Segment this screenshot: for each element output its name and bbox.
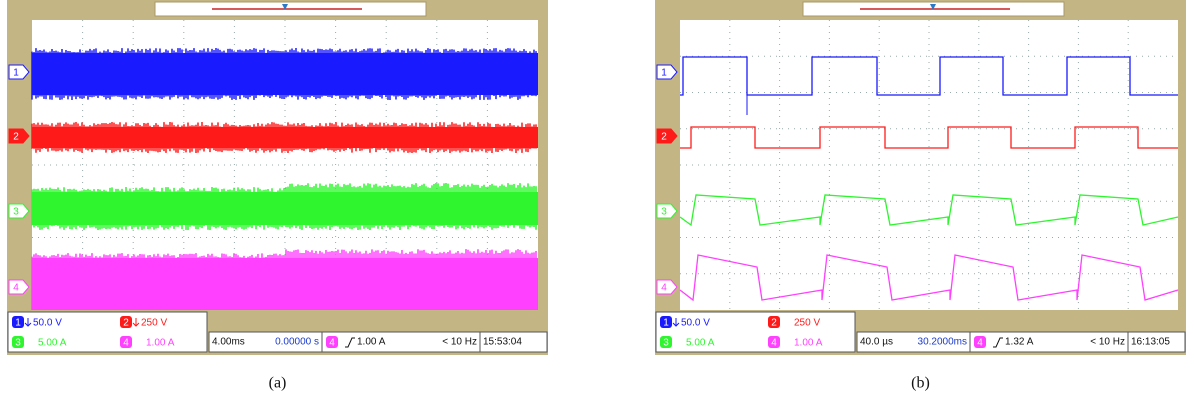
figure: 1 2 3 4 1 50.0 V 2 250 V 3 5.00 A 4 1.00 A 4.00ms 0.0… <box>0 0 1194 403</box>
channel-chip-label: 4 <box>123 338 129 349</box>
timebase: 40.0 µs <box>860 337 893 348</box>
channel-scale: 5.00 A <box>686 338 715 349</box>
frequency: < 10 Hz <box>442 337 477 348</box>
channel-chip-label: 2 <box>123 318 129 329</box>
caption: (b) <box>911 375 930 392</box>
channel-scale: 250 V <box>794 318 820 329</box>
channel-marker-label: 2 <box>661 132 667 143</box>
channel-chip-label: 1 <box>663 318 669 329</box>
signal-noise <box>32 48 536 100</box>
clock: 16:13:05 <box>1131 337 1170 348</box>
channel-chip-label: 2 <box>771 318 777 329</box>
timebase: 4.00ms <box>212 337 245 348</box>
signal-noise <box>32 122 536 153</box>
channel-marker-label: 2 <box>13 132 19 143</box>
delay: 0.00000 s <box>275 337 319 348</box>
trigger-level: 1.00 A <box>357 337 386 348</box>
channel-chip-label: 4 <box>771 338 777 349</box>
trigger-channel: 4 <box>977 338 983 349</box>
channel-scale: 5.00 A <box>38 338 67 349</box>
channel-chip-label: 1 <box>15 318 21 329</box>
channel-marker-label: 1 <box>661 68 667 79</box>
signal-noise <box>32 249 536 310</box>
channel-scale: 250 V <box>141 318 167 329</box>
caption: (a) <box>269 375 287 392</box>
channel-marker-label: 4 <box>13 283 19 294</box>
trigger-channel: 4 <box>329 338 335 349</box>
delay: 30.2000ms <box>918 337 967 348</box>
trigger-level: 1.32 A <box>1005 337 1034 348</box>
frequency: < 10 Hz <box>1090 337 1125 348</box>
channel-marker-label: 4 <box>661 283 667 294</box>
channel-scale: 1.00 A <box>146 338 175 349</box>
channel-marker-label: 1 <box>13 68 19 79</box>
clock: 15:53:04 <box>483 337 522 348</box>
channel-marker-label: 3 <box>661 207 667 218</box>
channel-scale: 50.0 V <box>33 318 62 329</box>
channel-chip-label: 3 <box>15 338 21 349</box>
channel-scale: 50.0 V <box>681 318 710 329</box>
channel-scale: 1.00 A <box>794 338 823 349</box>
channel-marker-label: 3 <box>13 207 19 218</box>
channel-chip-label: 3 <box>663 338 669 349</box>
